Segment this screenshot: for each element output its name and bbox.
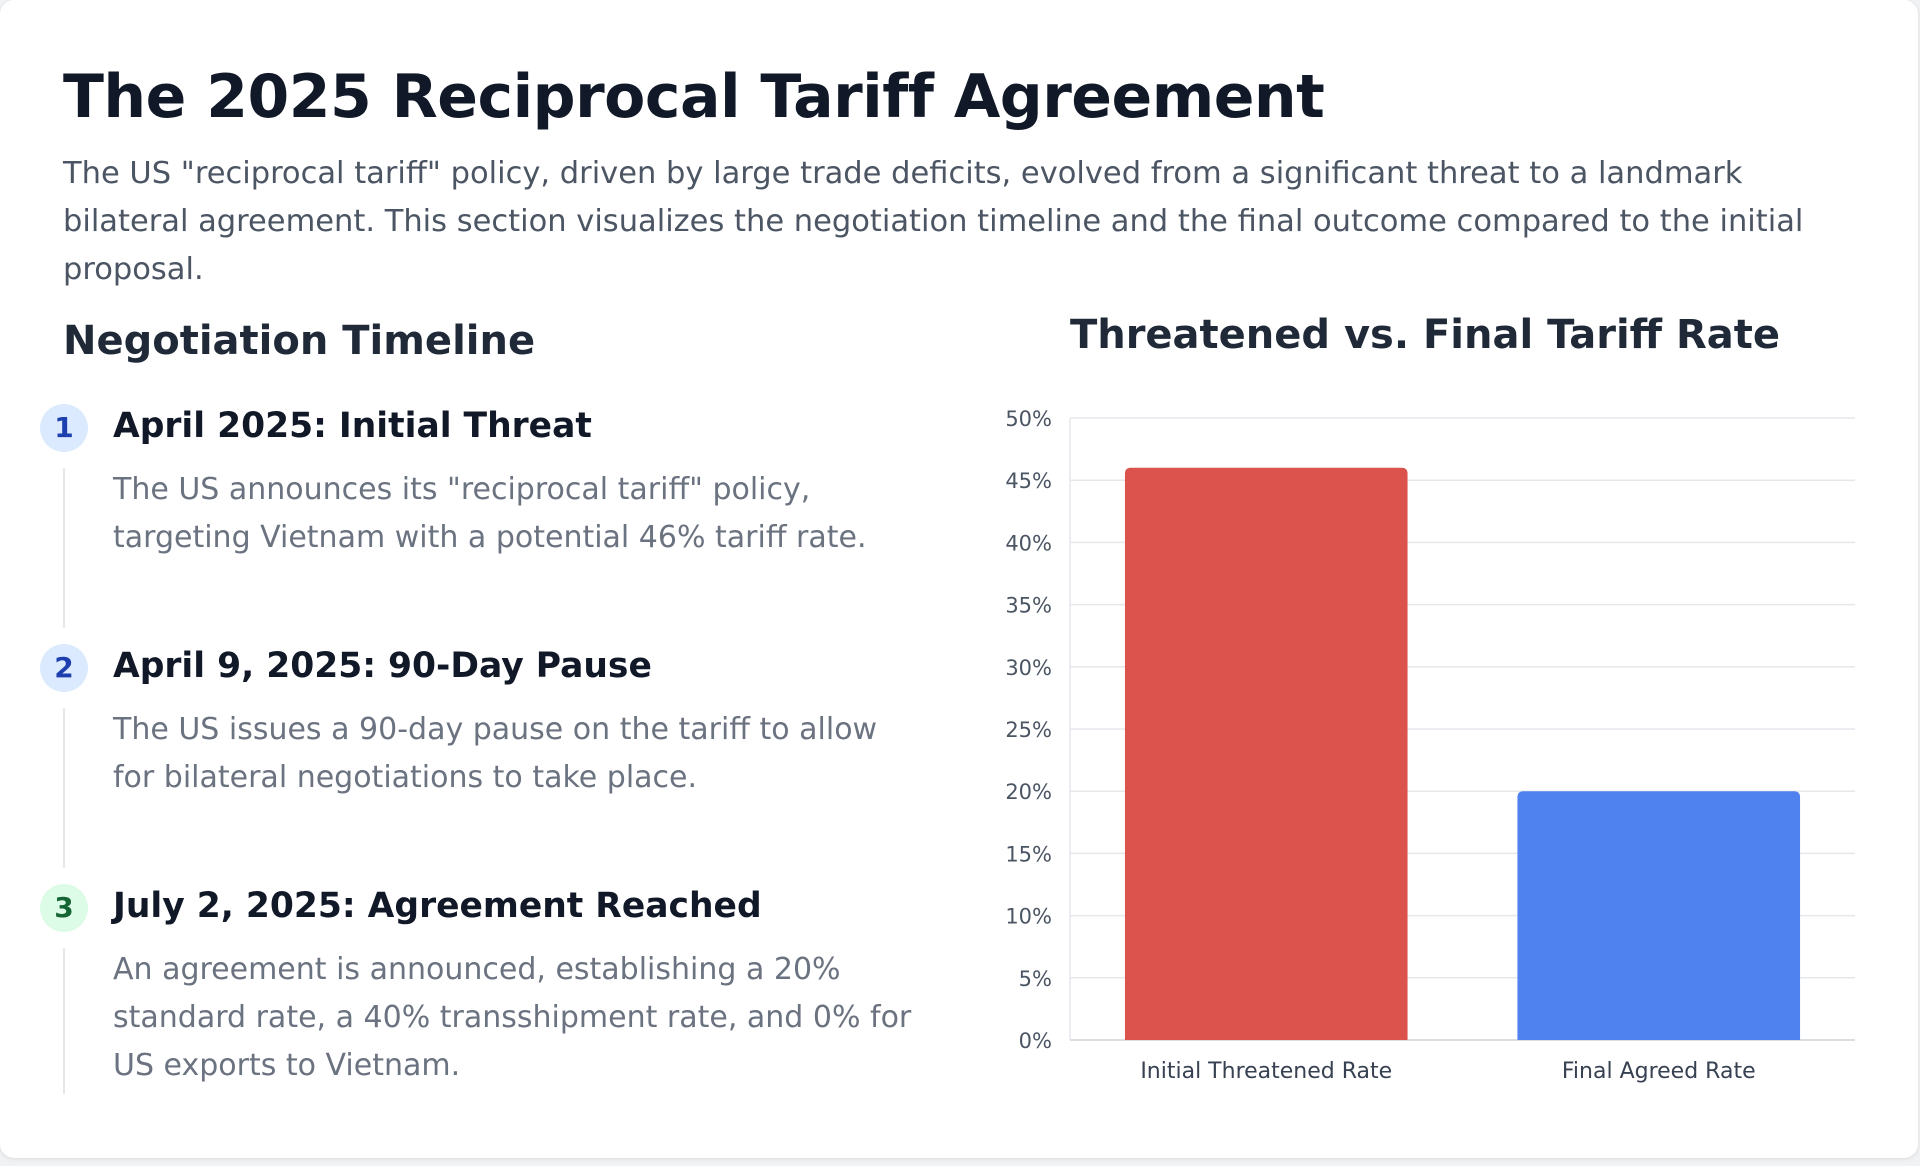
timeline-item-title: July 2, 2025: Agreement Reached [113, 886, 762, 926]
timeline-connector [63, 468, 65, 628]
x-tick-label: Final Agreed Rate [1562, 1059, 1756, 1084]
timeline-connector [63, 708, 65, 868]
y-tick-label: 35% [1005, 594, 1052, 618]
chart-title: Threatened vs. Final Tariff Rate [1069, 312, 1781, 358]
y-tick-label: 20% [1005, 780, 1052, 804]
page-title: The 2025 Reciprocal Tariff Agreement [63, 62, 1325, 132]
y-tick-label: 40% [1005, 531, 1052, 555]
y-tick-label: 45% [1005, 469, 1052, 493]
timeline-item-description: The US announces its "reciprocal tariff"… [113, 472, 867, 555]
timeline-item-description: An agreement is announced, establishing … [113, 952, 912, 1083]
bar [1517, 791, 1801, 1040]
bar [1124, 467, 1408, 1040]
y-tick-label: 0% [1019, 1029, 1052, 1053]
x-tick-label: Initial Threatened Rate [1140, 1059, 1392, 1084]
page-intro: The US "reciprocal tariff" policy, drive… [63, 156, 1804, 287]
timeline-heading: Negotiation Timeline [63, 318, 536, 364]
y-tick-label: 10% [1005, 905, 1052, 929]
y-tick-label: 15% [1005, 842, 1052, 866]
y-tick-label: 25% [1005, 718, 1052, 742]
step-number-badge: 2 [40, 644, 88, 692]
timeline-item-description: The US issues a 90-day pause on the tari… [113, 712, 878, 795]
timeline-item-title: April 9, 2025: 90-Day Pause [113, 646, 652, 686]
timeline-item-title: April 2025: Initial Threat [113, 406, 592, 446]
y-tick-label: 5% [1019, 967, 1052, 991]
timeline-connector [63, 948, 65, 1094]
tariff-bar-chart: 0% 5% 10% 15% 20% 25% 30% 35% 40% 45% 50% Initial T… [1005, 407, 1855, 1084]
step-number-badge: 1 [40, 404, 88, 452]
negotiation-timeline: 1 April 2025: Initial Threat The US anno… [40, 400, 940, 1100]
y-tick-label: 30% [1005, 656, 1052, 680]
step-number-badge: 3 [40, 884, 88, 932]
y-tick-label: 50% [1005, 407, 1052, 431]
